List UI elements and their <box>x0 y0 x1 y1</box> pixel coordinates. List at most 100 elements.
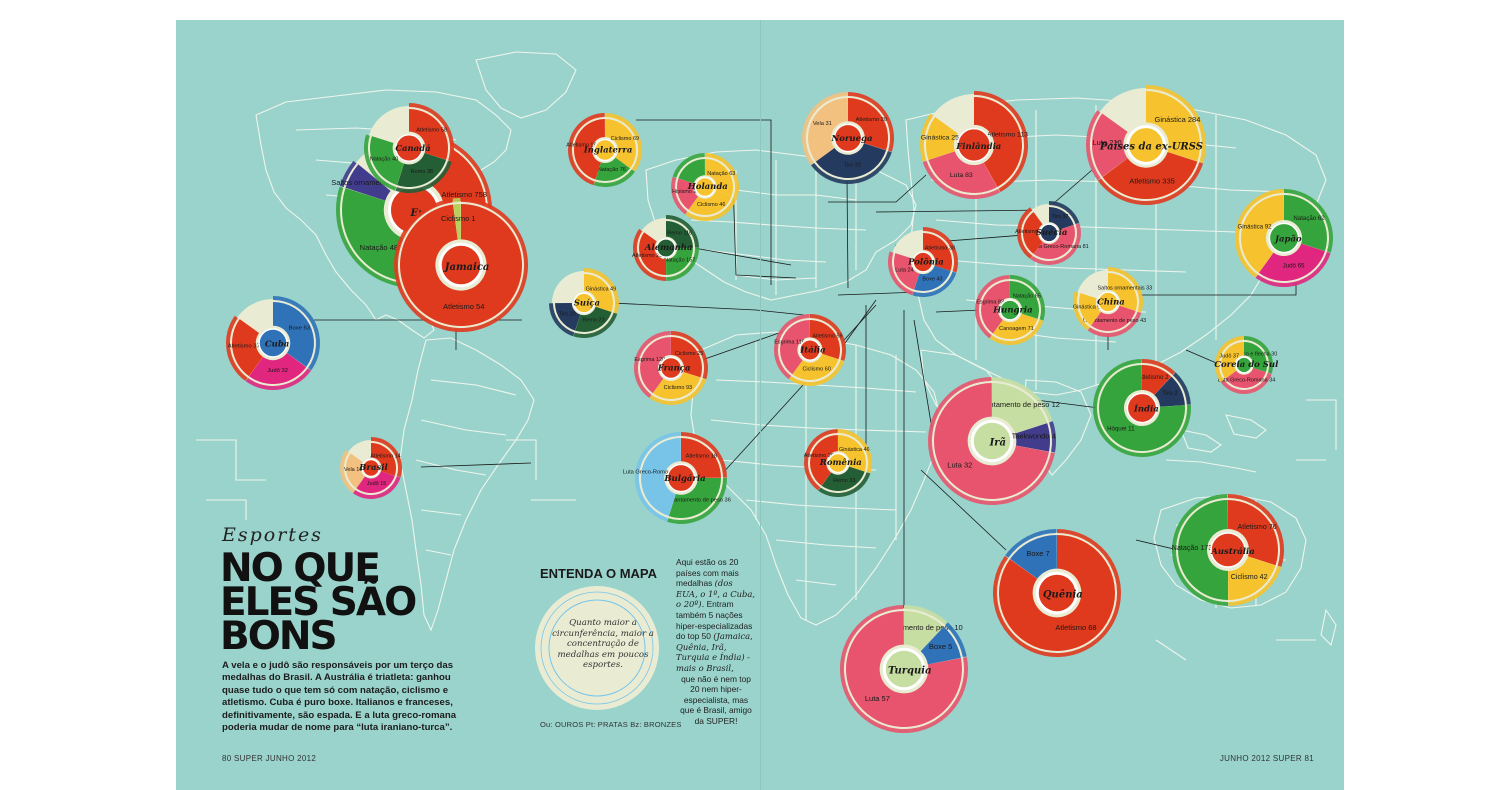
country-noruega: Atletismo 20 Tiro 32 Vela 31 Noruega <box>801 92 894 185</box>
ring-alemanha-2 <box>633 228 666 281</box>
segment-label-china-1: Levantamento de peso 43 <box>1083 318 1147 324</box>
segment-franca-0 <box>671 337 702 378</box>
ring-india-1 <box>1172 372 1191 405</box>
segment-jamaica-1 <box>453 204 461 240</box>
folio-right: JUNHO 2012 SUPER 81 <box>1219 754 1314 763</box>
segment-suecia-2 <box>1023 212 1043 255</box>
ring-canada-0 <box>409 103 454 162</box>
segment-india-1 <box>1154 376 1185 407</box>
segment-jamaica-0 <box>400 204 522 326</box>
segment-label-franca-2: Esgrima 120 <box>634 357 665 363</box>
ring-polonia-0 <box>923 227 959 273</box>
segment-label-urss-1: Atletismo 335 <box>1129 176 1174 185</box>
ring-suica-2 <box>549 303 575 337</box>
segment-japao-1 <box>1258 243 1325 281</box>
country-name-inglaterra: Inglaterra <box>583 145 633 155</box>
segment-label-jamaica-0: Atletismo 54 <box>443 302 484 311</box>
segment-label-coreia-2: Judô 37 <box>1219 353 1239 359</box>
country-name-urss: Países da ex-URSS <box>1099 141 1203 152</box>
segment-holanda-2 <box>677 178 699 210</box>
ring-polonia-1 <box>912 271 957 297</box>
segment-label-finlandia-1: Luta 83 <box>950 172 973 179</box>
segment-label-polonia-2: Luta 24 <box>895 267 913 273</box>
segment-label-japao-2: Ginástica 92 <box>1238 223 1273 230</box>
country-quenia: Atletismo 68 Boxe 7 Quênia <box>993 529 1121 657</box>
segment-canada-2 <box>370 136 404 186</box>
segment-inglaterra-2 <box>574 119 605 180</box>
segment-label-bulgaria-2: Luta Greco-Romana 67 <box>623 469 683 475</box>
ring-hungria-1 <box>989 319 1044 346</box>
segment-polonia-2 <box>893 253 920 290</box>
segment-label-brasil-2: Vela 16 <box>344 467 362 473</box>
segment-hungria-2 <box>981 281 1010 334</box>
segment-finlandia-0 <box>974 97 1022 187</box>
ring-noruega-0 <box>848 92 894 152</box>
country-name-romenia: Romênia <box>819 457 862 468</box>
center-urss <box>1126 125 1166 165</box>
segment-hungria-0 <box>1010 281 1039 319</box>
leader-india <box>1035 399 1100 409</box>
segment-suecia-0 <box>1049 207 1074 230</box>
segment-label-suica-0: Ginástica 49 <box>586 287 617 293</box>
segment-urss-2 <box>1092 113 1128 177</box>
segment-india-2 <box>1099 365 1185 452</box>
leader-suica <box>611 302 805 316</box>
segment-canada-1 <box>397 153 447 188</box>
segment-japao-2 <box>1241 195 1284 273</box>
greenland-outline <box>475 51 577 119</box>
country-name-franca: França <box>657 363 691 373</box>
segment-quenia-0 <box>998 535 1115 652</box>
center-quenia <box>1035 571 1079 615</box>
ring-italia-2 <box>774 314 810 380</box>
country-name-noruega: Noruega <box>831 134 873 144</box>
center-franca <box>659 356 683 380</box>
side-note-part-1: Aqui estão os 20 países com mais medalha… <box>676 557 739 589</box>
segment-coreia-1 <box>1225 367 1266 388</box>
segment-label-japao-0: Natação 62 <box>1293 215 1325 222</box>
ring-suecia-1 <box>1030 223 1081 266</box>
segment-romenia-1 <box>821 466 865 492</box>
leader-hungria <box>935 309 982 313</box>
country-name-australia: Austrália <box>1210 546 1254 557</box>
segment-label-hungria-2: Esgrima 83 <box>976 300 1004 306</box>
country-name-china: China <box>1097 297 1125 307</box>
segment-polonia-0 <box>923 232 953 271</box>
segment-label-alemanha-1: Natação 157 <box>664 258 695 264</box>
segment-label-urss-2: Luta 210 <box>1093 138 1122 147</box>
center-polonia <box>912 251 934 273</box>
segment-brasil-1 <box>356 471 395 493</box>
ring-romenia-2 <box>803 429 838 491</box>
segment-label-noruega-1: Tiro 32 <box>844 162 862 168</box>
segment-label-australia-2: Natação 173 <box>1172 544 1212 552</box>
segment-label-turquia-0: Levantamento de peso 10 <box>876 623 963 632</box>
ring-polonia-2 <box>887 251 914 296</box>
ring-holanda-1 <box>685 196 738 222</box>
segment-cuba-1 <box>249 353 307 384</box>
segment-label-jamaica-1: Ciclismo 1 <box>441 214 476 223</box>
ring-suecia-2 <box>1017 207 1033 259</box>
ring-urss-1 <box>1097 162 1204 205</box>
segment-label-polonia-0: Atletismo 38 <box>925 246 955 252</box>
segment-label-finlandia-0: Atletismo 113 <box>987 131 1028 138</box>
ring-quenia-1 <box>1005 529 1057 558</box>
segment-finlandia-2 <box>926 116 958 160</box>
segment-label-urss-0: Ginástica 284 <box>1155 115 1201 124</box>
segment-label-holanda-0: Natação 63 <box>707 171 735 177</box>
segment-label-australia-1: Ciclismo 42 <box>1231 573 1268 581</box>
ring-china-2 <box>1073 291 1090 331</box>
segment-label-coreia-1: Luta Greco-Romana 34 <box>1218 377 1275 383</box>
segment-label-quenia-0: Atletismo 68 <box>1055 623 1096 632</box>
segment-label-hungria-1: Canoagem 71 <box>999 326 1034 332</box>
segment-cuba-0 <box>273 302 314 367</box>
segment-holanda-1 <box>688 190 732 216</box>
segment-alemanha-1 <box>666 248 693 275</box>
side-note-part-3: - mais o Brasil, <box>676 652 750 673</box>
segment-label-italia-1: Ciclismo 60 <box>802 367 830 373</box>
ring-italia-1 <box>789 359 845 386</box>
center-inglaterra <box>593 138 617 162</box>
magazine-spread: Atletismo 758 Natação 489 Saltos ornamenta… <box>176 20 1344 790</box>
